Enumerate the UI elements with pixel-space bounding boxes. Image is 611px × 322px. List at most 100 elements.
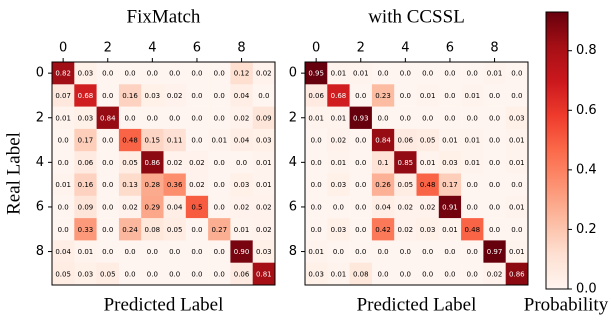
cell	[483, 62, 506, 85]
cell-label: 0.08	[353, 270, 369, 278]
cell	[483, 128, 506, 152]
cell	[505, 195, 529, 219]
cell-label: 0.0	[58, 226, 69, 234]
cell	[483, 151, 506, 174]
cell-label: 0.0	[467, 203, 478, 211]
cell-label: 0.82	[55, 70, 71, 78]
cell	[230, 151, 253, 174]
y-tick-label: 8	[289, 244, 297, 259]
cell	[327, 218, 350, 241]
cell	[96, 151, 120, 174]
cell-label: 0.0	[311, 203, 322, 211]
cell	[438, 62, 462, 85]
cell-label: 0.01	[464, 159, 480, 167]
cell	[96, 195, 120, 219]
cell	[118, 195, 142, 219]
cell-label: 0.0	[102, 248, 113, 256]
chart-title: FixMatch	[127, 6, 201, 27]
cell	[505, 173, 529, 197]
cell-label: 0.0	[467, 248, 478, 256]
cell-label: 0.48	[464, 226, 480, 234]
cell-label: 0.17	[78, 137, 94, 145]
cell-label: 0.09	[256, 114, 272, 122]
cell-label: 0.02	[167, 159, 183, 167]
cell	[438, 195, 462, 219]
cell-label: 0.05	[420, 137, 436, 145]
cell	[185, 84, 209, 107]
colorbar-tick-label: 0.4	[576, 162, 597, 177]
cell	[74, 218, 97, 241]
cell	[118, 173, 142, 197]
chart-title: with CCSSL	[368, 6, 465, 27]
cell-label: 0.04	[55, 248, 71, 256]
cell	[461, 106, 484, 130]
x-tick-label: 2	[104, 41, 112, 56]
cell-label: 0.0	[467, 270, 478, 278]
cell	[349, 173, 373, 197]
cell-label: 0.85	[398, 159, 414, 167]
x-tick-label: 4	[401, 41, 409, 56]
colorbar-tick-label: 0.0	[576, 282, 597, 297]
cell	[305, 106, 328, 130]
cell	[163, 106, 187, 130]
cell	[327, 195, 350, 219]
cell-label: 0.09	[78, 203, 94, 211]
y-tick-label: 4	[289, 155, 297, 170]
colorbar-label: Probability	[524, 294, 609, 315]
cell-label: 0.05	[122, 159, 138, 167]
cell	[394, 62, 417, 85]
cell	[52, 84, 75, 107]
cell-label: 0.13	[122, 181, 138, 189]
cell	[118, 106, 142, 130]
cell-label: 0.02	[256, 226, 272, 234]
cell	[208, 195, 231, 219]
cell-label: 0.03	[308, 270, 324, 278]
cell	[461, 195, 484, 219]
cell	[371, 240, 395, 263]
cell	[252, 218, 276, 241]
cell	[252, 84, 276, 107]
cell-label: 0.0	[311, 181, 322, 189]
cell	[230, 173, 253, 197]
cell	[230, 62, 253, 85]
cell	[305, 218, 328, 241]
cell	[96, 240, 120, 263]
cell	[327, 128, 350, 152]
x-tick-label: 8	[237, 41, 245, 56]
cell-label: 0.02	[122, 203, 138, 211]
x-tick-label: 0	[312, 41, 320, 56]
cell	[208, 218, 231, 241]
cell	[185, 106, 209, 130]
cell	[52, 128, 75, 152]
cell	[208, 106, 231, 130]
cell-label: 0.0	[311, 137, 322, 145]
cell-label: 0.0	[489, 92, 500, 100]
y-tick-label: 2	[36, 110, 44, 125]
cell-label: 0.86	[145, 159, 161, 167]
cell-label: 0.05	[100, 270, 116, 278]
cell-label: 0.0	[191, 114, 202, 122]
cell	[252, 106, 276, 130]
cell-label: 0.0	[511, 226, 522, 234]
cell-label: 0.03	[256, 248, 272, 256]
cell	[252, 262, 276, 286]
cell	[305, 240, 328, 263]
cell	[416, 106, 440, 130]
cell-label: 0.05	[167, 226, 183, 234]
cell	[416, 151, 440, 174]
cell-label: 0.01	[442, 137, 458, 145]
cell-label: 0.02	[256, 70, 272, 78]
cell-label: 0.27	[211, 226, 227, 234]
cell-label: 0.0	[489, 226, 500, 234]
cell-label: 0.0	[444, 248, 455, 256]
cell-label: 0.03	[78, 70, 94, 78]
cell-label: 0.06	[78, 159, 94, 167]
cell-label: 0.02	[398, 226, 414, 234]
cell-label: 0.0	[102, 70, 113, 78]
cell	[52, 240, 75, 263]
cell-label: 0.0	[169, 270, 180, 278]
cell-label: 0.06	[398, 137, 414, 145]
cell	[438, 173, 462, 197]
cell-label: 0.0	[191, 92, 202, 100]
cell-label: 0.84	[100, 114, 116, 122]
